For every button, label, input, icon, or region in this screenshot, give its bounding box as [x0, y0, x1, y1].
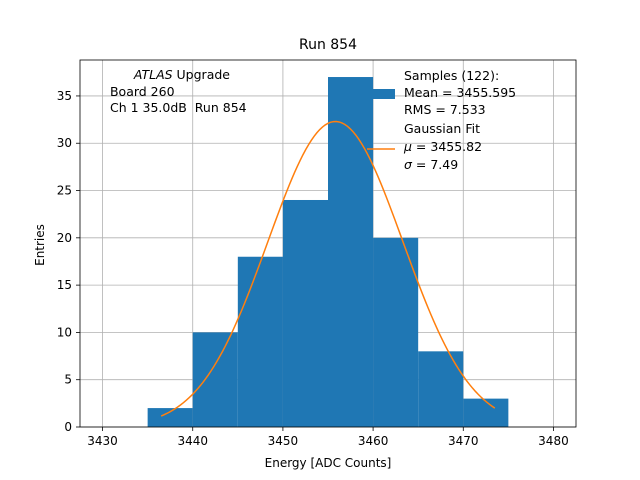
y-axis-label: Entries: [33, 224, 47, 266]
x-tick-label: 3440: [177, 434, 208, 448]
y-tick-label: 35: [57, 89, 72, 103]
x-tick-label: 3450: [268, 434, 299, 448]
legend-fit-mu: μ = 3455.82: [403, 139, 482, 154]
atlas-label: ATLAS: [133, 67, 173, 82]
annotation-line-2: Board 260: [106, 84, 175, 99]
x-axis-ticks: 3430 3440 3450 3460 3470 3480: [87, 427, 569, 448]
gaussian-fit: [160, 120, 496, 417]
y-tick-label: 20: [57, 231, 72, 245]
x-tick-label: 3460: [358, 434, 389, 448]
legend-hist-line-2: Mean = 3455.595: [404, 85, 516, 100]
histogram-bar: [282, 199, 328, 427]
legend: Samples (122): Mean = 3455.595 RMS = 7.5…: [367, 68, 516, 172]
info-annotation: ATLAS Upgrade Board 260 Ch 1 35.0dB Run …: [106, 67, 250, 115]
upgrade-label: Upgrade: [173, 67, 231, 82]
histogram-bar: [147, 408, 193, 427]
legend-hist-swatch: [367, 89, 395, 99]
histogram-bar: [418, 351, 464, 427]
histogram-bar: [328, 77, 374, 428]
y-tick-label: 0: [64, 420, 72, 434]
sigma-symbol: σ: [404, 157, 413, 172]
y-tick-label: 5: [64, 373, 72, 387]
y-tick-label: 30: [57, 136, 72, 150]
gaussian-fit-curve: [160, 120, 496, 417]
histogram-bar: [237, 256, 283, 427]
histogram-bar: [463, 398, 509, 427]
y-tick-label: 10: [57, 325, 72, 339]
histogram-bar: [192, 332, 238, 427]
legend-fit-title: Gaussian Fit: [404, 121, 480, 136]
x-tick-label: 3480: [538, 434, 569, 448]
x-tick-label: 3470: [448, 434, 479, 448]
y-tick-label: 25: [57, 184, 72, 198]
annotation-line-1: ATLAS Upgrade: [106, 67, 250, 82]
legend-fit-sigma: σ = 7.49: [404, 157, 458, 172]
y-tick-label: 15: [57, 278, 72, 292]
plot-frame: [79, 59, 577, 428]
histogram-bar: [373, 237, 419, 427]
mu-symbol: μ: [403, 139, 412, 154]
legend-hist-line-3: RMS = 7.533: [404, 102, 486, 117]
chart-title: Run 854: [299, 37, 357, 53]
x-tick-label: 3430: [87, 434, 118, 448]
legend-hist-line-1: Samples (122):: [404, 68, 499, 83]
mu-value: = 3455.82: [412, 139, 482, 154]
y-axis-ticks: 0 5 10 15 20 25 30 35: [57, 89, 80, 434]
histogram-bars: [147, 77, 509, 428]
annotation-line-3: Ch 1 35.0dB Run 854: [106, 100, 247, 115]
sigma-value: = 7.49: [412, 157, 458, 172]
x-axis-label: Energy [ADC Counts]: [265, 456, 392, 470]
